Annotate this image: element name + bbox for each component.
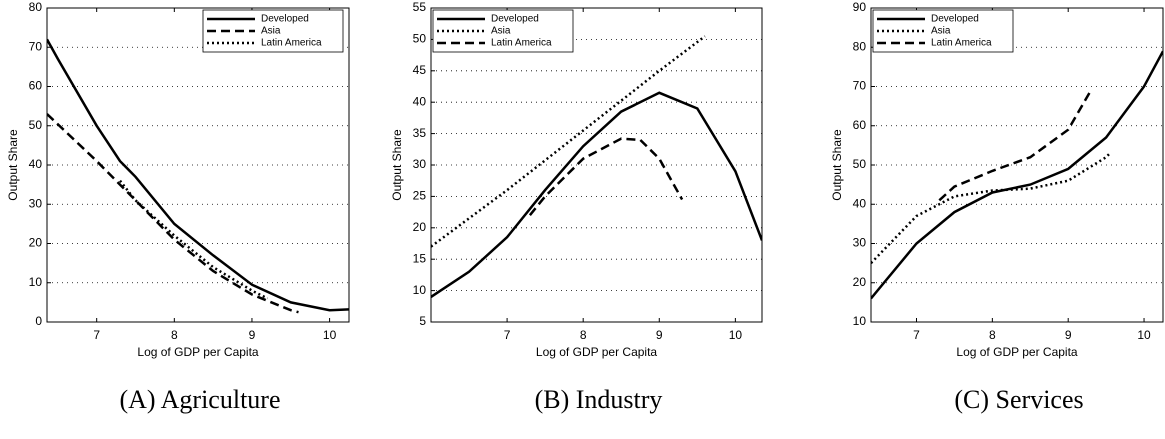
y-tick-label: 55 — [413, 0, 427, 14]
legend-label: Asia — [261, 26, 281, 37]
x-axis-label: Log of GDP per Capita — [536, 345, 658, 359]
x-tick-label: 7 — [913, 328, 920, 342]
y-tick-label: 40 — [413, 94, 427, 108]
y-tick-label: 30 — [853, 236, 867, 250]
y-tick-label: 20 — [853, 275, 867, 289]
legend-label: Developed — [931, 14, 979, 25]
y-tick-label: 80 — [853, 39, 867, 53]
y-tick-label: 80 — [29, 0, 43, 14]
series-line — [528, 137, 684, 216]
x-tick-label: 10 — [323, 328, 337, 342]
y-tick-label: 10 — [29, 275, 43, 289]
x-tick-label: 10 — [1137, 328, 1151, 342]
y-axis-label: Output Share — [390, 129, 404, 201]
x-tick-label: 8 — [580, 328, 587, 342]
plot-frame — [430, 7, 763, 323]
legend-label: Latin America — [261, 38, 322, 49]
x-tick-label: 10 — [729, 328, 743, 342]
x-tick-label: 7 — [93, 328, 100, 342]
series-line — [871, 50, 1163, 300]
x-axis-label: Log of GDP per Capita — [137, 345, 259, 359]
y-tick-label: 70 — [853, 79, 867, 93]
x-tick-label: 9 — [1065, 328, 1072, 342]
legend-label: Asia — [491, 26, 511, 37]
plot-frame — [870, 7, 1164, 323]
legend-label: Latin America — [931, 38, 992, 49]
y-tick-label: 30 — [29, 196, 43, 210]
x-tick-label: 7 — [504, 328, 511, 342]
x-axis-label: Log of GDP per Capita — [956, 345, 1078, 359]
x-tick-label: 9 — [249, 328, 256, 342]
y-tick-label: 50 — [853, 157, 867, 171]
y-tick-label: 35 — [413, 126, 427, 140]
series-line — [47, 113, 299, 314]
series-line — [938, 89, 1092, 202]
y-tick-label: 50 — [29, 118, 43, 132]
panel-caption: (C) Services — [954, 385, 1083, 414]
y-tick-label: 10 — [413, 283, 427, 297]
y-tick-label: 20 — [413, 220, 427, 234]
y-tick-label: 20 — [29, 236, 43, 250]
x-tick-label: 8 — [171, 328, 178, 342]
plot-frame — [46, 7, 350, 323]
y-tick-label: 90 — [853, 0, 867, 14]
y-axis-label: Output Share — [830, 129, 844, 201]
series-line — [431, 91, 762, 298]
panel-caption: (B) Industry — [535, 385, 663, 414]
y-tick-label: 60 — [853, 118, 867, 132]
series-line — [871, 152, 1111, 264]
y-tick-label: 70 — [29, 39, 43, 53]
x-tick-label: 9 — [656, 328, 663, 342]
y-tick-label: 5 — [419, 314, 426, 328]
y-tick-label: 30 — [413, 157, 427, 171]
series-line — [431, 35, 706, 248]
legend-label: Asia — [931, 26, 951, 37]
legend-box — [872, 9, 1014, 53]
legend-box — [432, 9, 574, 53]
y-tick-label: 15 — [413, 251, 427, 265]
panel: 0 10 20 30 40 50 60 70 80 7 8 9 10 DevelopedAsiaLatin… — [6, 0, 350, 414]
series-line — [47, 38, 349, 312]
y-tick-label: 10 — [853, 314, 867, 328]
panel-caption: (A) Agriculture — [119, 385, 280, 414]
y-tick-label: 40 — [29, 157, 43, 171]
y-axis-label: Output Share — [6, 129, 20, 201]
series-line — [119, 179, 269, 300]
legend-label: Developed — [491, 14, 539, 25]
y-tick-label: 0 — [35, 314, 42, 328]
panel: 10 20 30 40 50 60 70 80 90 7 8 9 10 DevelopedAsiaLati… — [830, 0, 1164, 414]
y-tick-label: 25 — [413, 189, 427, 203]
y-tick-label: 60 — [29, 79, 43, 93]
y-tick-label: 50 — [413, 32, 427, 46]
y-tick-label: 45 — [413, 63, 427, 77]
x-tick-label: 8 — [989, 328, 996, 342]
legend-label: Developed — [261, 14, 309, 25]
y-tick-label: 40 — [853, 196, 867, 210]
legend-label: Latin America — [491, 38, 552, 49]
